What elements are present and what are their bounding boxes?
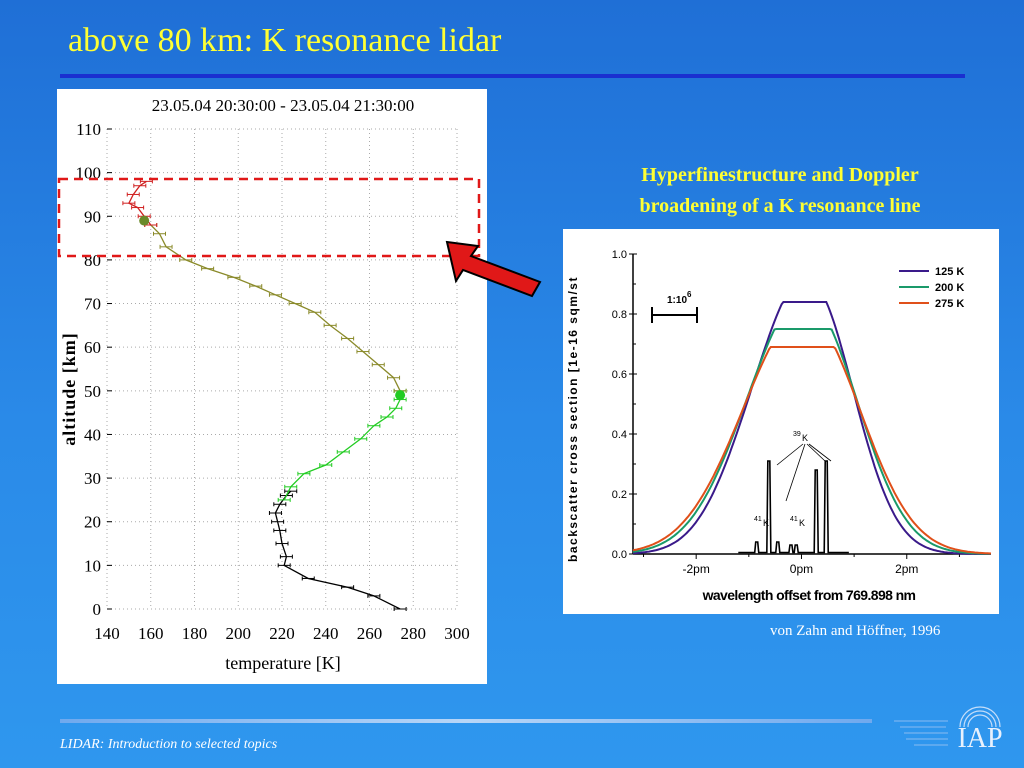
logo-text: IAP xyxy=(957,723,1002,754)
footer-text: LIDAR: Introduction to selected topics xyxy=(60,737,278,752)
y-tick-label: 70 xyxy=(84,295,101,314)
scale-bar: 1:10 6 xyxy=(651,290,698,323)
legend-label: 200 K xyxy=(935,282,964,294)
legend-label: 275 K xyxy=(935,298,964,310)
y-axis-label: altitude [km] xyxy=(59,332,79,446)
legend-label: 125 K xyxy=(935,266,964,278)
spectrum-series xyxy=(632,301,991,555)
footer-rule xyxy=(60,719,872,723)
spectrum-y-tick-label: 0.2 xyxy=(612,489,627,501)
title-underline xyxy=(60,74,965,78)
credit-text: von Zahn and Höffner, 1996 xyxy=(770,623,941,639)
y-tick-label: 10 xyxy=(84,556,101,575)
spectrum-panel: 0.0 0.2 0.4 0.6 0.8 1.0 -2pm 0pm 2pm 125 K 200 K 2… xyxy=(563,229,999,614)
k39-symbol: K xyxy=(802,433,808,443)
scale-exponent: 6 xyxy=(687,290,692,299)
profile-series xyxy=(150,224,401,392)
scale-label: 1:10 xyxy=(667,295,687,306)
x-axis-label: temperature [K] xyxy=(225,653,340,673)
y-tick-label: 20 xyxy=(84,513,101,532)
y-tick-label: 50 xyxy=(84,382,101,401)
hyperfine-caption-line2: broadening of a K resonance line xyxy=(639,195,921,217)
iap-logo: IAP xyxy=(894,706,1003,754)
slide-title: above 80 km: K resonance lidar xyxy=(68,22,502,59)
hyperfine-caption: Hyperfinestructure and Doppler broadenin… xyxy=(585,160,975,222)
spectrum-series xyxy=(632,346,992,555)
temperature-profile-chart: 23.05.04 20:30:00 - 23.05.04 21:30:00 14… xyxy=(59,96,470,673)
spectrum-y-tick-label: 0.8 xyxy=(612,309,627,321)
hyperfine-caption-line1: Hyperfinestructure and Doppler xyxy=(641,164,919,186)
k41b-mass: 41 xyxy=(790,516,798,523)
spectrum-x-tick-label: 0pm xyxy=(790,562,813,576)
spectrum-y-tick-label: 0.4 xyxy=(612,429,627,441)
x-tick-label: 280 xyxy=(401,624,427,643)
x-tick-label: 140 xyxy=(94,624,120,643)
spectrum-series xyxy=(632,328,991,555)
y-tick-label: 110 xyxy=(76,120,101,139)
y-tick-label: 30 xyxy=(84,469,101,488)
x-tick-label: 220 xyxy=(269,624,295,643)
y-tick-label: 90 xyxy=(84,207,101,226)
k41b-symbol: K xyxy=(799,518,805,528)
k39-mass: 39 xyxy=(793,431,801,438)
x-tick-label: 260 xyxy=(357,624,383,643)
spectrum-y-axis-label: backscatter cross section [1e-16 sqm/st xyxy=(566,276,580,562)
temperature-profile-panel: 23.05.04 20:30:00 - 23.05.04 21:30:00 14… xyxy=(57,89,487,684)
profile-marker xyxy=(139,215,150,226)
red-arrow xyxy=(445,240,542,298)
highlight-box xyxy=(57,177,481,258)
spectrum-x-tick-label: -2pm xyxy=(683,562,710,576)
spectrum-y-tick-label: 0.6 xyxy=(612,369,627,381)
x-tick-label: 180 xyxy=(182,624,208,643)
hyperfine-lines xyxy=(738,460,849,554)
x-tick-label: 300 xyxy=(444,624,470,643)
k41a-mass: 41 xyxy=(754,516,762,523)
y-tick-label: 0 xyxy=(93,600,102,619)
spectrum-y-tick-label: 0.0 xyxy=(612,549,627,561)
x-tick-label: 240 xyxy=(313,624,339,643)
spectrum-x-tick-label: 2pm xyxy=(895,562,918,576)
k41a-symbol: K xyxy=(763,518,769,528)
profile-marker xyxy=(395,390,406,401)
spectrum-y-tick-label: 1.0 xyxy=(612,249,627,261)
x-tick-label: 200 xyxy=(226,624,252,643)
chart-title: 23.05.04 20:30:00 - 23.05.04 21:30:00 xyxy=(152,96,415,115)
isotope-annotations: 39 K 41 K 41 K xyxy=(754,431,832,528)
x-tick-label: 160 xyxy=(138,624,164,643)
y-tick-label: 60 xyxy=(84,338,101,357)
spectrum-chart: 0.0 0.2 0.4 0.6 0.8 1.0 -2pm 0pm 2pm 125 K 200 K 2… xyxy=(566,249,992,603)
y-tick-label: 40 xyxy=(84,425,101,444)
spectrum-x-axis-label: wavelength offset from 769.898 nm xyxy=(702,587,916,603)
